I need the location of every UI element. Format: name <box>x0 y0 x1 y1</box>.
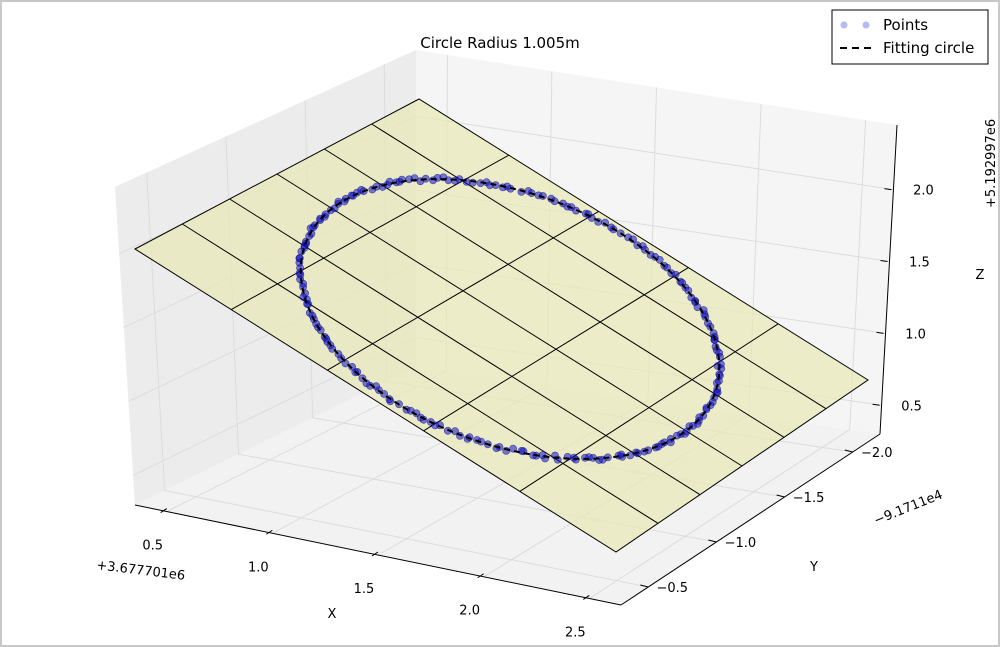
x-tick <box>583 595 590 600</box>
point-marker <box>517 446 526 455</box>
legend-circle-label: Fitting circle <box>883 39 974 57</box>
z-tick-label: 1.5 <box>909 256 930 271</box>
z-axis-line <box>879 124 898 435</box>
y-tick-label: −0.5 <box>656 581 688 596</box>
x-tick <box>477 573 484 579</box>
z-tick <box>876 331 884 334</box>
x-tick-label: 1.5 <box>354 582 375 597</box>
x-tick <box>266 529 273 535</box>
legend-points-marker <box>840 21 848 29</box>
y-tick <box>844 449 853 453</box>
z-tick-label: 1.0 <box>905 327 926 342</box>
y-tick-label: −1.0 <box>725 536 757 551</box>
legend: Points Fitting circle <box>831 9 989 65</box>
y-gridline <box>146 172 649 588</box>
x-tick-label: 2.5 <box>565 625 586 640</box>
plane-gridline <box>371 123 827 410</box>
z-tick <box>880 260 888 263</box>
point-marker <box>550 197 559 206</box>
point-marker <box>713 388 722 397</box>
fitting-circle-line <box>299 178 721 460</box>
fitting-circle-series <box>299 178 721 460</box>
y-tick-label: −2.0 <box>861 446 893 461</box>
z-tick-label: 0.5 <box>901 399 922 414</box>
x-offset-label: +3.677701e6 <box>96 558 186 584</box>
fitting-plane <box>134 98 869 553</box>
legend-points-label: Points <box>883 16 928 34</box>
x-tick <box>160 508 167 513</box>
plane-gridline <box>276 173 743 467</box>
point-marker <box>468 178 477 187</box>
legend-points-marker <box>862 21 870 29</box>
x-tick-label: 2.0 <box>459 604 480 619</box>
axes: 0.5 1.0 1.5 2.0 2.5 −2.0 −1.5 −1.0 −0.5 0.5 1.0 1.5… <box>134 124 934 640</box>
x-tick <box>371 551 379 557</box>
plane-gridline <box>327 210 599 371</box>
y-tick <box>776 494 785 498</box>
x-tick-label: 1.0 <box>248 560 269 575</box>
x-gridline <box>589 120 867 599</box>
point-marker <box>341 359 350 368</box>
x-axis-line <box>134 504 622 606</box>
point-marker <box>581 453 589 462</box>
y-axis-label: Y <box>809 560 818 575</box>
y-axis-line <box>620 433 881 606</box>
z-tick <box>884 188 892 191</box>
point-marker <box>684 286 693 295</box>
x-tick-label: 0.5 <box>142 539 163 554</box>
z-tick-label: 2.0 <box>913 184 934 199</box>
chart-title: Circle Radius 1.005m <box>420 34 580 52</box>
z-offset-label: +5.192997e6 <box>984 119 998 208</box>
y-offset-label: −9.1711e4 <box>872 488 945 529</box>
plane-gridline <box>182 223 659 524</box>
legend-frame <box>831 9 989 65</box>
y-tick <box>640 584 649 588</box>
z-axis-label: Z <box>976 268 985 283</box>
y-tick-label: −1.5 <box>793 491 825 506</box>
x-axis-label: X <box>328 607 337 622</box>
z-tick <box>872 403 880 406</box>
y-tick <box>708 539 717 543</box>
plane-gridline <box>519 323 779 492</box>
plane-gridline <box>324 148 785 438</box>
plane-gridline <box>423 267 689 432</box>
point-marker <box>348 362 356 371</box>
point-marker <box>455 175 464 183</box>
